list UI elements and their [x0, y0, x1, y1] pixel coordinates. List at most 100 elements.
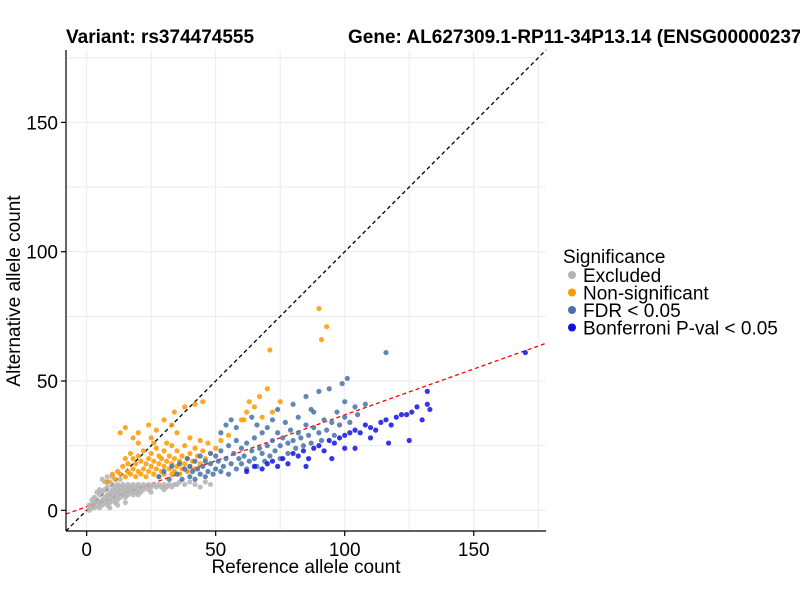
point-fdr-0-05 — [331, 432, 337, 438]
point-fdr-0-05 — [192, 476, 198, 482]
point-fdr-0-05 — [195, 466, 201, 472]
point-fdr-0-05 — [197, 471, 203, 477]
chart-title-gene: Gene: AL627309.1-RP11-34P13.14 (ENSG0000… — [348, 27, 800, 48]
point-bonferroni-p-val-0-05 — [342, 432, 348, 438]
point-bonferroni-p-val-0-05 — [251, 463, 257, 469]
point-bonferroni-p-val-0-05 — [264, 461, 270, 467]
point-bonferroni-p-val-0-05 — [406, 437, 412, 444]
point-bonferroni-p-val-0-05 — [367, 435, 374, 441]
point-bonferroni-p-val-0-05 — [290, 450, 296, 457]
point-bonferroni-p-val-0-05 — [388, 422, 394, 428]
point-non-significant — [269, 409, 276, 415]
point-fdr-0-05 — [233, 424, 239, 431]
point-fdr-0-05 — [215, 458, 221, 464]
point-fdr-0-05 — [256, 445, 263, 451]
point-fdr-0-05 — [275, 430, 281, 436]
point-fdr-0-05 — [238, 445, 245, 451]
point-bonferroni-p-val-0-05 — [424, 401, 430, 407]
y-tick-label: 100 — [26, 243, 58, 264]
point-non-significant — [158, 455, 165, 462]
point-fdr-0-05 — [218, 430, 224, 436]
point-fdr-0-05 — [282, 419, 288, 425]
point-fdr-0-05 — [218, 448, 224, 454]
y-tick-label: 150 — [26, 113, 58, 134]
point-bonferroni-p-val-0-05 — [362, 422, 368, 428]
point-excluded — [202, 479, 208, 485]
point-excluded — [192, 481, 198, 488]
point-bonferroni-p-val-0-05 — [269, 458, 276, 464]
point-non-significant — [127, 471, 134, 477]
point-bonferroni-p-val-0-05 — [409, 409, 415, 415]
point-fdr-0-05 — [213, 453, 219, 459]
point-non-significant — [117, 471, 123, 477]
point-non-significant — [179, 453, 185, 459]
point-non-significant — [182, 443, 188, 449]
point-fdr-0-05 — [231, 450, 237, 457]
point-fdr-0-05 — [187, 463, 193, 469]
point-excluded — [187, 479, 193, 485]
point-fdr-0-05 — [259, 450, 265, 457]
point-fdr-0-05 — [182, 466, 188, 472]
legend-key — [568, 288, 576, 297]
point-bonferroni-p-val-0-05 — [300, 448, 307, 454]
point-bonferroni-p-val-0-05 — [305, 455, 312, 462]
point-excluded — [104, 474, 110, 480]
point-bonferroni-p-val-0-05 — [285, 461, 291, 467]
point-non-significant — [182, 461, 188, 467]
point-non-significant — [187, 450, 193, 457]
point-non-significant — [161, 417, 167, 423]
point-excluded — [115, 502, 121, 508]
point-non-significant — [251, 404, 257, 410]
point-bonferroni-p-val-0-05 — [295, 453, 301, 459]
point-non-significant — [241, 417, 247, 423]
point-fdr-0-05 — [251, 435, 257, 441]
point-fdr-0-05 — [225, 443, 232, 449]
point-excluded — [207, 481, 214, 488]
point-bonferroni-p-val-0-05 — [316, 443, 322, 449]
chart-title-variant: Variant: rs374474555 — [66, 27, 254, 48]
point-non-significant — [109, 471, 116, 477]
point-fdr-0-05 — [254, 422, 260, 428]
point-fdr-0-05 — [308, 406, 314, 413]
point-fdr-0-05 — [298, 435, 304, 441]
point-non-significant — [143, 461, 149, 467]
point-bonferroni-p-val-0-05 — [342, 445, 348, 451]
point-fdr-0-05 — [259, 430, 265, 436]
point-fdr-0-05 — [197, 453, 203, 459]
point-fdr-0-05 — [336, 422, 343, 428]
point-non-significant — [122, 455, 128, 462]
point-non-significant — [122, 474, 128, 480]
point-fdr-0-05 — [225, 471, 232, 477]
point-non-significant — [277, 399, 283, 405]
point-fdr-0-05 — [300, 443, 307, 449]
point-fdr-0-05 — [277, 443, 283, 449]
point-fdr-0-05 — [192, 458, 198, 464]
point-fdr-0-05 — [228, 417, 234, 423]
point-bonferroni-p-val-0-05 — [522, 349, 528, 356]
point-non-significant — [246, 399, 252, 405]
point-fdr-0-05 — [305, 432, 312, 438]
point-non-significant — [130, 466, 136, 472]
point-bonferroni-p-val-0-05 — [352, 427, 358, 433]
point-non-significant — [140, 466, 147, 472]
point-fdr-0-05 — [236, 455, 242, 462]
point-fdr-0-05 — [318, 437, 325, 444]
point-fdr-0-05 — [233, 437, 239, 444]
point-fdr-0-05 — [249, 414, 255, 420]
point-excluded — [122, 499, 128, 506]
point-non-significant — [213, 445, 219, 451]
point-excluded — [89, 497, 95, 503]
point-non-significant — [135, 430, 141, 436]
point-bonferroni-p-val-0-05 — [331, 440, 337, 446]
point-non-significant — [148, 450, 154, 457]
point-fdr-0-05 — [161, 468, 167, 475]
point-bonferroni-p-val-0-05 — [244, 468, 250, 475]
point-fdr-0-05 — [324, 427, 330, 433]
x-ticks: 0 50 100 150 — [81, 531, 490, 561]
legend-label: Bonferroni P-val < 0.05 — [583, 319, 778, 340]
point-non-significant — [117, 430, 123, 436]
point-fdr-0-05 — [326, 386, 332, 392]
point-bonferroni-p-val-0-05 — [373, 427, 379, 433]
point-non-significant — [151, 440, 157, 446]
legend-label: Non-significant — [583, 284, 709, 305]
